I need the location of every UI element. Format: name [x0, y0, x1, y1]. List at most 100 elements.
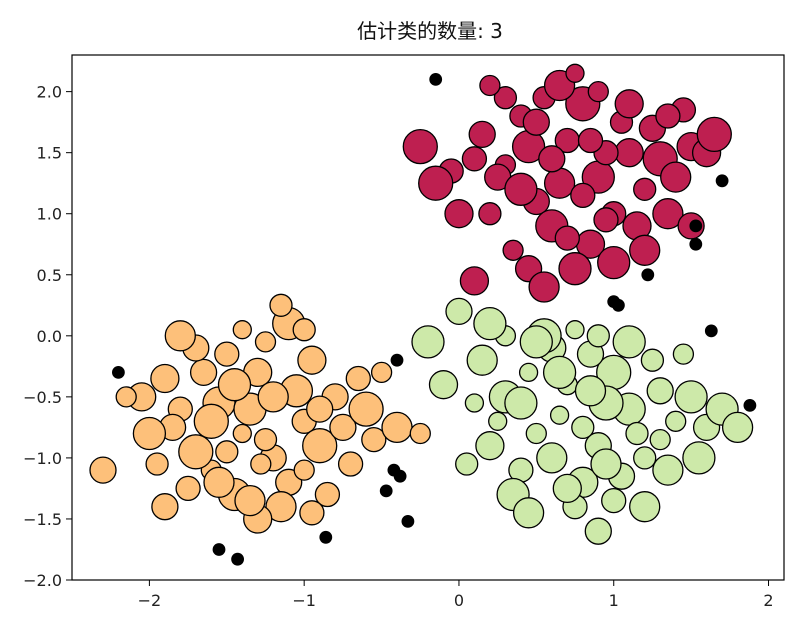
- noise-point: [212, 543, 226, 556]
- y-tick-label: −2.0: [23, 571, 62, 590]
- cluster-point-2: [633, 177, 657, 201]
- cluster-point-1: [652, 454, 684, 486]
- cluster-point-2: [577, 127, 604, 154]
- y-tick-label: −0.5: [23, 388, 62, 407]
- cluster-point-0: [150, 363, 180, 394]
- cluster-point-1: [574, 375, 607, 407]
- cluster-point-2: [558, 252, 592, 286]
- points-layer: [89, 63, 757, 566]
- cluster-point-1: [721, 411, 754, 444]
- x-axis: −2 −1 0 1 2: [138, 580, 774, 610]
- noise-point: [231, 552, 245, 566]
- cluster-point-0: [314, 481, 341, 508]
- cluster-point-2: [570, 182, 596, 209]
- noise-point: [715, 174, 729, 188]
- noise-point: [401, 515, 415, 528]
- cluster-point-0: [329, 413, 357, 442]
- cluster-point-0: [337, 451, 364, 477]
- cluster-point-1: [512, 497, 545, 529]
- x-tick-label: 2: [763, 591, 773, 610]
- cluster-point-1: [428, 370, 459, 400]
- cluster-point-1: [640, 348, 665, 372]
- noise-point: [429, 73, 443, 86]
- cluster-point-1: [464, 393, 485, 413]
- cluster-point-0: [232, 423, 252, 444]
- y-tick-label: 1.0: [37, 205, 62, 224]
- cluster-point-1: [625, 421, 649, 446]
- cluster-point-2: [478, 202, 502, 226]
- cluster-point-1: [411, 325, 445, 359]
- cluster-point-0: [306, 395, 334, 423]
- cluster-point-1: [504, 386, 538, 420]
- cluster-point-2: [418, 165, 454, 201]
- cluster-point-0: [115, 386, 137, 408]
- cluster-point-2: [468, 120, 496, 149]
- cluster-point-1: [646, 377, 674, 405]
- cluster-point-0: [132, 416, 167, 451]
- cluster-point-1: [584, 517, 612, 545]
- cluster-point-0: [175, 475, 201, 502]
- x-tick-label: 0: [454, 591, 464, 610]
- cluster-point-0: [164, 320, 196, 352]
- cluster-point-0: [293, 459, 315, 481]
- cluster-point-0: [370, 361, 393, 384]
- cluster-point-0: [89, 456, 117, 484]
- cluster-point-2: [493, 86, 518, 110]
- cluster-point-0: [254, 331, 277, 353]
- cluster-point-1: [518, 362, 539, 383]
- cluster-point-0: [257, 381, 289, 413]
- noise-point: [743, 398, 757, 412]
- noise-point: [319, 530, 333, 544]
- cluster-point-1: [612, 325, 646, 359]
- cluster-point-0: [253, 427, 278, 452]
- cluster-point-1: [488, 411, 508, 431]
- cluster-point-2: [696, 116, 732, 153]
- cluster-point-2: [459, 266, 490, 296]
- cluster-point-1: [649, 428, 671, 451]
- cluster-point-1: [552, 473, 582, 504]
- cluster-point-1: [536, 442, 568, 474]
- cluster-point-2: [587, 80, 609, 103]
- cluster-point-2: [528, 271, 560, 303]
- cluster-point-2: [479, 74, 501, 97]
- cluster-point-0: [409, 422, 431, 445]
- x-tick-label: −2: [138, 591, 162, 610]
- cluster-point-1: [475, 431, 505, 461]
- cluster-point-1: [601, 487, 627, 514]
- cluster-point-1: [682, 441, 716, 475]
- cluster-point-0: [215, 440, 239, 464]
- cluster-point-0: [361, 426, 387, 453]
- cluster-point-0: [151, 493, 179, 521]
- noise-point: [704, 324, 718, 338]
- cluster-point-0: [299, 500, 325, 526]
- cluster-point-2: [444, 199, 474, 229]
- cluster-point-1: [455, 452, 479, 476]
- cluster-point-2: [522, 108, 550, 136]
- cluster-point-0: [297, 345, 327, 375]
- noise-point: [641, 268, 655, 282]
- cluster-point-0: [348, 391, 384, 427]
- cluster-point-2: [543, 167, 576, 199]
- chart-title: 估计类的数量: 3: [357, 19, 503, 43]
- cluster-point-1: [633, 446, 657, 470]
- y-axis: −2.0 −1.5 −1.0 −0.5 0.0 0.5 1.0 1.5 2.0: [23, 83, 72, 590]
- cluster-point-0: [214, 341, 240, 367]
- y-tick-label: 0.5: [37, 266, 62, 285]
- cluster-point-2: [554, 225, 580, 251]
- cluster-point-2: [660, 161, 692, 193]
- y-tick-label: 2.0: [37, 83, 62, 102]
- cluster-point-1: [565, 320, 585, 340]
- cluster-point-0: [292, 318, 316, 342]
- cluster-point-1: [466, 344, 498, 376]
- cluster-point-1: [473, 306, 507, 341]
- cluster-point-2: [614, 89, 644, 119]
- plot-frame: [71, 54, 785, 581]
- cluster-point-2: [655, 103, 681, 129]
- cluster-point-0: [203, 466, 235, 498]
- cluster-point-1: [672, 343, 695, 365]
- cluster-point-1: [586, 324, 610, 348]
- cluster-point-2: [593, 207, 619, 233]
- noise-point: [689, 219, 703, 233]
- cluster-point-0: [178, 434, 214, 470]
- cluster-point-2: [629, 234, 661, 266]
